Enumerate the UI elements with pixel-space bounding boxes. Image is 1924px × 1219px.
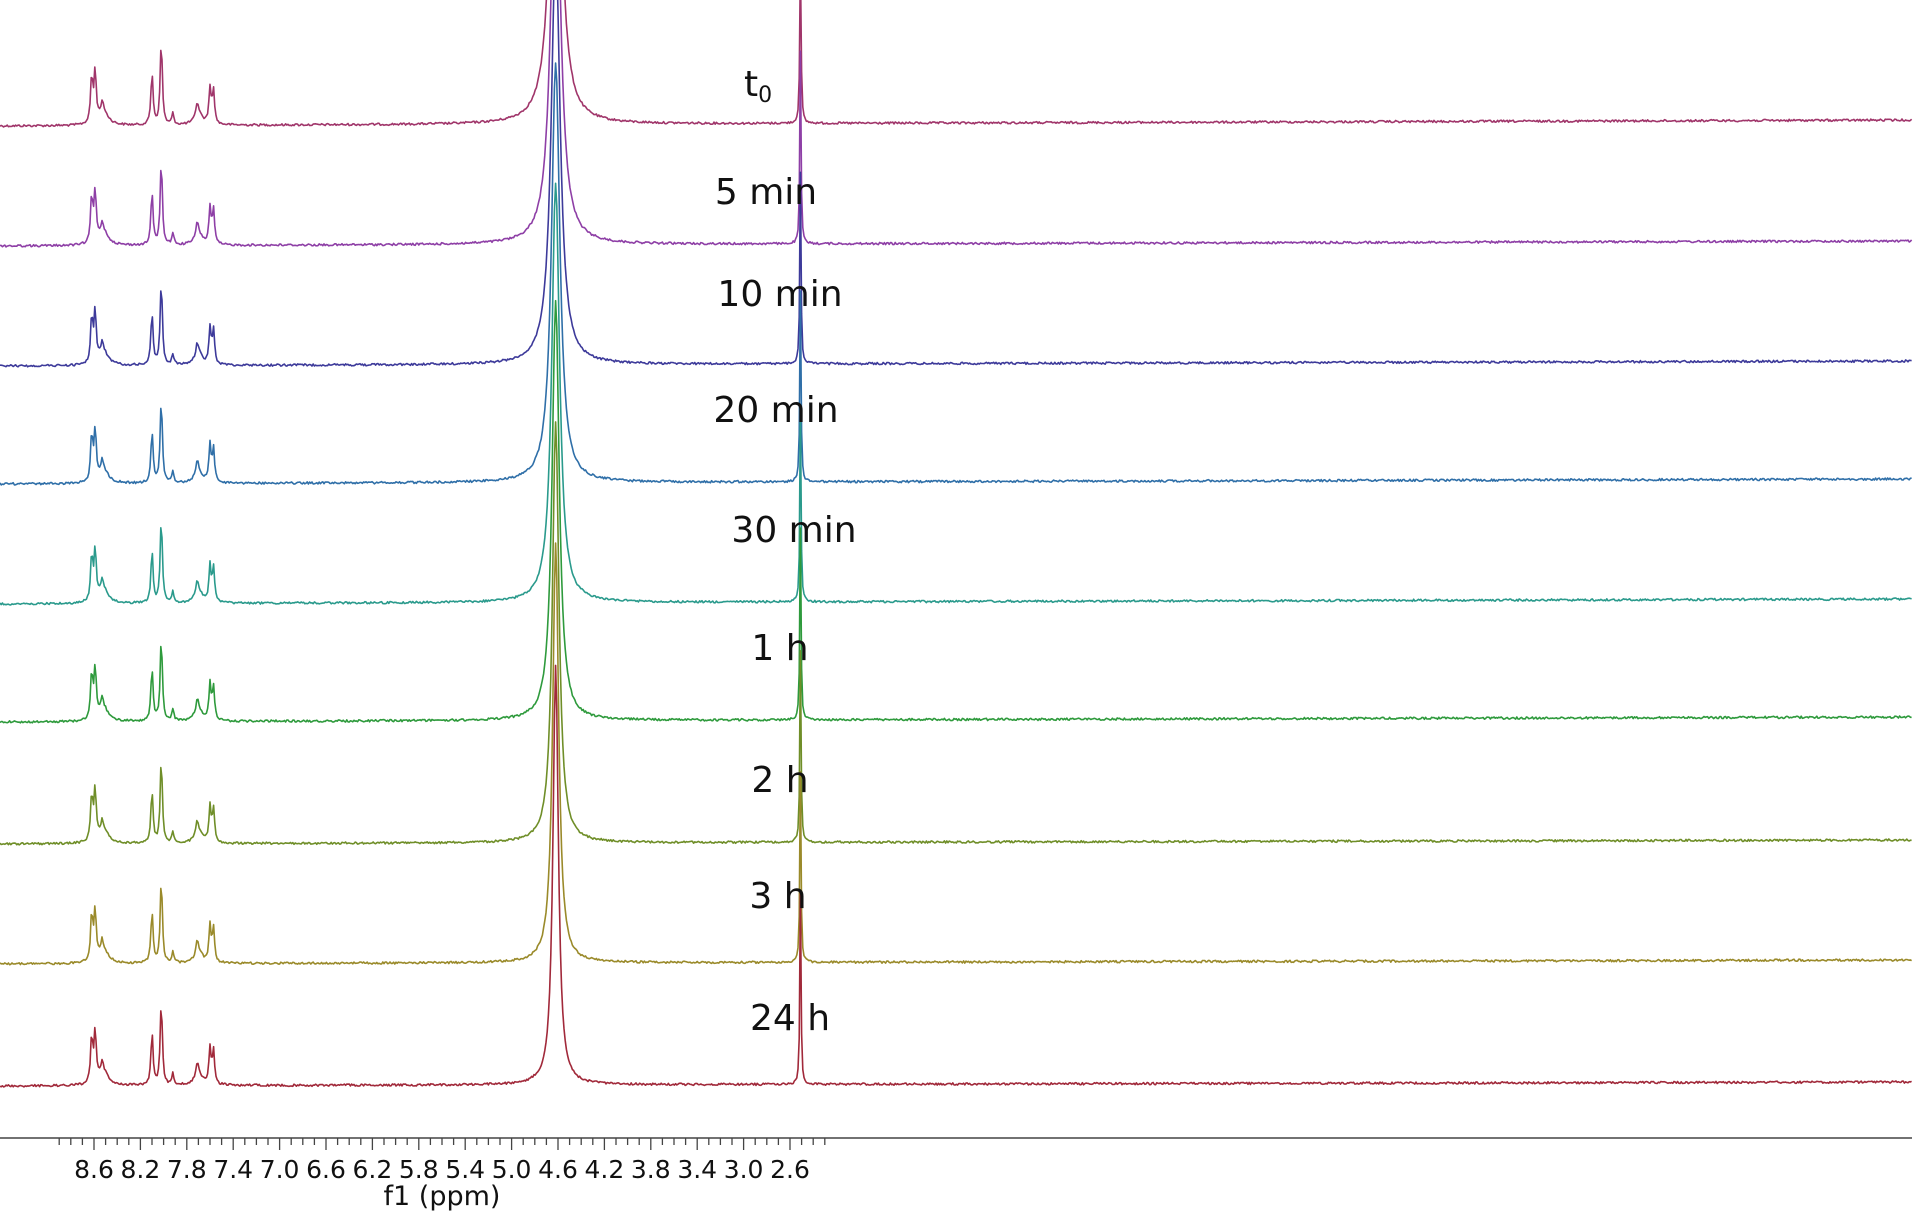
spectrum-label-main: 30 min — [731, 510, 856, 551]
x-tick-label: 3.4 — [677, 1155, 717, 1184]
spectrum-trace-30-min — [0, 182, 1912, 606]
spectrum-label-subscript: 0 — [758, 83, 772, 108]
x-tick-label: 8.2 — [121, 1155, 161, 1184]
spectrum-trace-5-min — [0, 0, 1913, 248]
spectrum-label-t0: t0 — [744, 64, 772, 108]
spectrum-label-main: t — [744, 64, 758, 105]
spectrum-trace-3-h — [0, 542, 1913, 966]
x-tick-label: 5.0 — [492, 1155, 532, 1184]
x-tick-label: 5.8 — [399, 1155, 439, 1184]
x-axis: 8.6 8.2 7.8 7.4 7.0 6.6 6.2 5.8 5.4 5.0 4.6 4.2 3.8 3… — [0, 1137, 1912, 1212]
spectrum-label-1-h: 1 h — [751, 628, 808, 669]
spectrum-label-main: 20 min — [713, 390, 838, 431]
spectrum-trace-1-h — [0, 299, 1912, 724]
spectrum-label-10-min: 10 min — [717, 274, 842, 315]
x-tick-label: 3.0 — [724, 1155, 764, 1184]
x-tick-label: 4.6 — [538, 1155, 578, 1184]
spectrum-label-24-h: 24 h — [750, 998, 830, 1039]
x-tick-label: 2.6 — [770, 1155, 810, 1184]
x-axis-ticks — [58, 1138, 826, 1150]
spectrum-trace-24-h — [0, 664, 1912, 1088]
x-tick-label: 3.8 — [631, 1155, 671, 1184]
x-tick-label: 6.6 — [306, 1155, 346, 1184]
spectrum-trace-20-min — [0, 62, 1912, 486]
spectrum-label-30-min: 30 min — [731, 510, 856, 551]
spectrum-label-5-min: 5 min — [715, 172, 817, 213]
spectrum-label-main: 5 min — [715, 172, 817, 213]
spectrum-traces — [0, 0, 1913, 1088]
spectrum-label-2-h: 2 h — [751, 760, 808, 801]
x-axis-title: f1 (ppm) — [384, 1181, 501, 1212]
spectrum-labels: t0 5 min 10 min 20 min 30 min 1 h 2 h 3 h 24 h — [713, 64, 856, 1039]
spectrum-label-3-h: 3 h — [749, 876, 806, 917]
spectrum-label-main: 1 h — [751, 628, 808, 669]
x-axis-tick-labels: 8.6 8.2 7.8 7.4 7.0 6.6 6.2 5.8 5.4 5.0 4.6 4.2 3.8 3… — [74, 1155, 810, 1184]
x-tick-label: 5.4 — [445, 1155, 485, 1184]
x-tick-label: 7.8 — [167, 1155, 207, 1184]
x-tick-label: 8.6 — [74, 1155, 114, 1184]
x-tick-label: 7.4 — [213, 1155, 253, 1184]
spectrum-label-main: 10 min — [717, 274, 842, 315]
spectrum-trace-t0 — [0, 0, 1913, 128]
spectrum-trace-10-min — [0, 0, 1912, 368]
spectrum-label-main: 3 h — [749, 876, 806, 917]
x-tick-label: 4.2 — [585, 1155, 625, 1184]
spectrum-trace-2-h — [0, 421, 1912, 846]
spectrum-label-main: 24 h — [750, 998, 830, 1039]
x-tick-label: 6.2 — [353, 1155, 393, 1184]
spectrum-label-20-min: 20 min — [713, 390, 838, 431]
x-tick-label: 7.0 — [260, 1155, 300, 1184]
spectrum-label-main: 2 h — [751, 760, 808, 801]
